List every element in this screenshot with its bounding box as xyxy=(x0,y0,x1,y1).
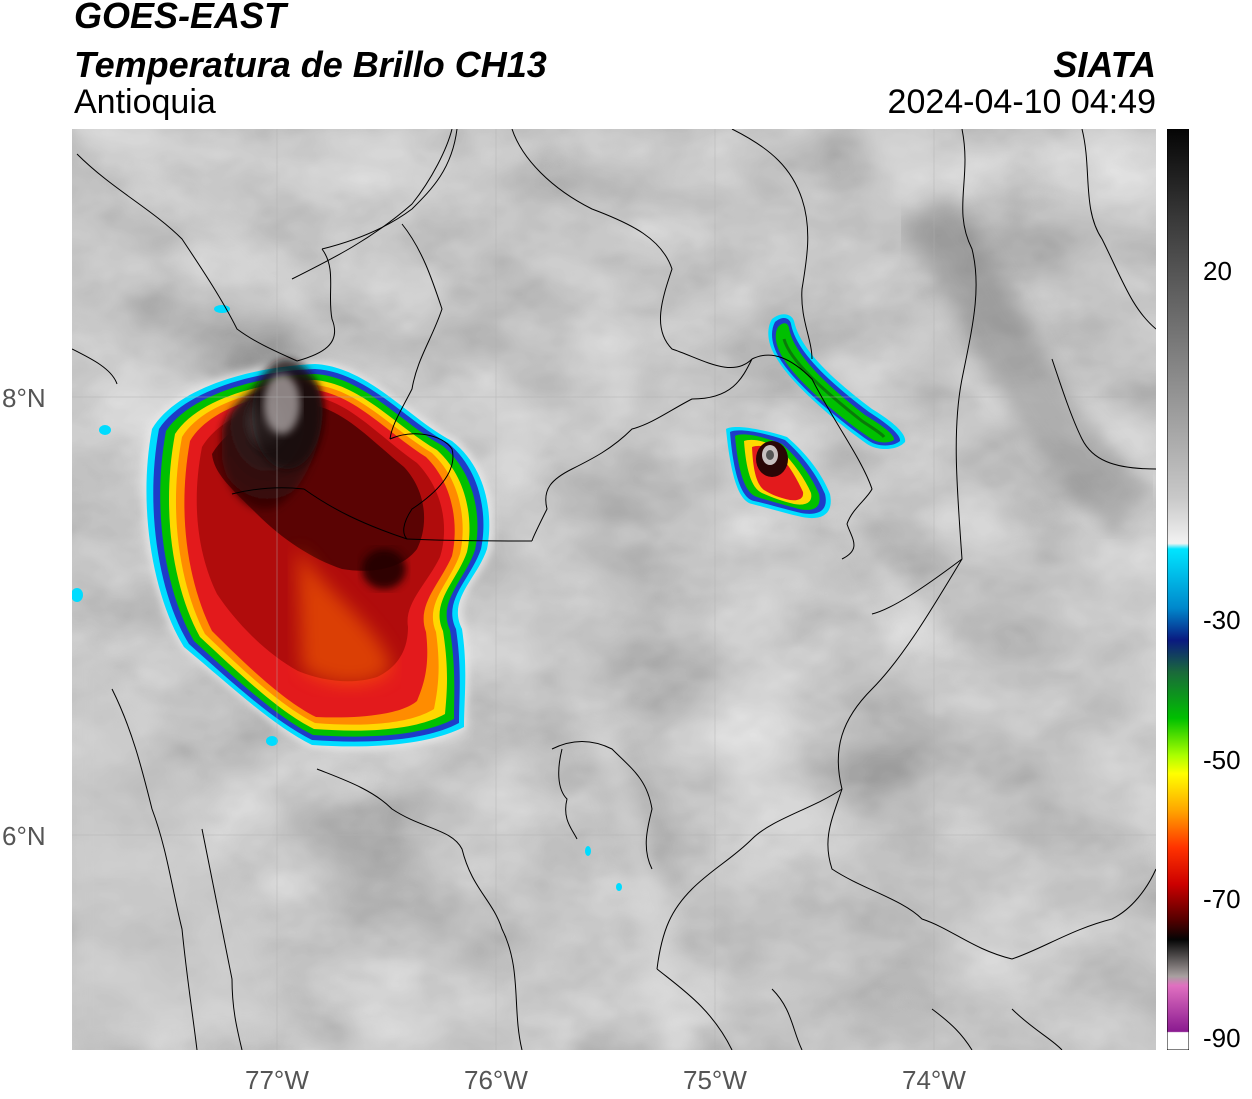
colorbar-tick-label: -90 xyxy=(1203,1023,1241,1053)
colorbar xyxy=(1166,128,1190,1051)
latitude-tick-label: 8°N xyxy=(2,383,46,413)
region-label: Antioquia xyxy=(74,83,216,121)
title-satellite: GOES-EAST xyxy=(74,0,287,36)
elongated-cloud-band xyxy=(768,314,906,450)
main-storm xyxy=(141,359,494,751)
colorbar-tick-label: -50 xyxy=(1203,745,1241,775)
colorbar-tick-label: 20 xyxy=(1203,256,1232,286)
longitude-tick-label: 77°W xyxy=(245,1065,309,1095)
small-storm-cell xyxy=(726,426,831,519)
boundaries xyxy=(72,129,1156,1050)
organization-label: SIATA xyxy=(1053,44,1156,85)
colorbar-tick-label: -70 xyxy=(1203,884,1241,914)
colorbar-gradient xyxy=(1166,128,1190,1051)
latitude-tick-label: 6°N xyxy=(2,821,46,851)
longitude-tick-label: 75°W xyxy=(683,1065,747,1095)
longitude-tick-label: 76°W xyxy=(464,1065,528,1095)
longitude-tick-label: 74°W xyxy=(902,1065,966,1095)
cyan-specks xyxy=(72,305,622,891)
timestamp-label: 2024-04-10 04:49 xyxy=(887,83,1156,121)
satellite-map xyxy=(72,129,1156,1050)
title-product: Temperatura de Brillo CH13 xyxy=(74,44,547,85)
graticule xyxy=(72,129,1156,1050)
colorbar-tick-label: -30 xyxy=(1203,605,1241,635)
